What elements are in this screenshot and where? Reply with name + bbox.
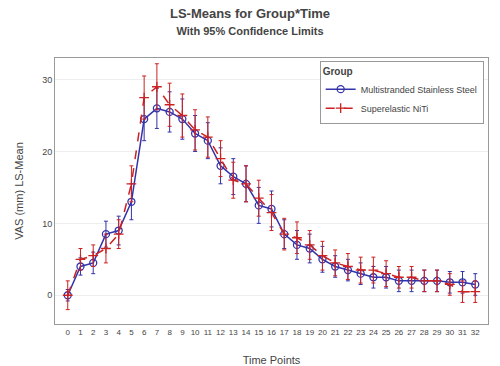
svg-text:30: 30	[445, 328, 454, 337]
svg-text:20: 20	[318, 328, 327, 337]
svg-text:17: 17	[280, 328, 289, 337]
svg-text:VAS (mm) LS-Mean: VAS (mm) LS-Mean	[13, 142, 25, 240]
svg-text:4: 4	[116, 328, 121, 337]
svg-text:5: 5	[129, 328, 134, 337]
svg-text:10: 10	[42, 219, 52, 229]
svg-text:13: 13	[229, 328, 238, 337]
svg-text:7: 7	[155, 328, 160, 337]
svg-text:22: 22	[343, 328, 352, 337]
svg-text:25: 25	[382, 328, 391, 337]
svg-text:Time Points: Time Points	[243, 354, 301, 366]
svg-text:12: 12	[216, 328, 225, 337]
svg-text:0: 0	[47, 290, 52, 300]
svg-text:2: 2	[91, 328, 96, 337]
svg-text:Superelastic NiTi: Superelastic NiTi	[361, 104, 429, 114]
svg-text:29: 29	[433, 328, 442, 337]
svg-text:14: 14	[242, 328, 251, 337]
svg-text:21: 21	[331, 328, 340, 337]
svg-text:23: 23	[356, 328, 365, 337]
svg-text:Multistranded Stainless Steel: Multistranded Stainless Steel	[361, 85, 477, 95]
svg-text:1: 1	[78, 328, 83, 337]
svg-text:24: 24	[369, 328, 378, 337]
svg-text:27: 27	[407, 328, 416, 337]
svg-text:6: 6	[142, 328, 147, 337]
svg-text:18: 18	[293, 328, 302, 337]
svg-text:16: 16	[267, 328, 276, 337]
svg-text:32: 32	[471, 328, 480, 337]
svg-text:31: 31	[458, 328, 467, 337]
svg-text:19: 19	[305, 328, 314, 337]
svg-text:28: 28	[420, 328, 429, 337]
svg-text:0: 0	[66, 328, 71, 337]
svg-text:3: 3	[104, 328, 109, 337]
svg-text:Group: Group	[323, 66, 353, 77]
svg-text:15: 15	[254, 328, 263, 337]
svg-text:8: 8	[167, 328, 172, 337]
svg-text:20: 20	[42, 147, 52, 157]
svg-text:11: 11	[204, 328, 213, 337]
svg-text:10: 10	[191, 328, 200, 337]
svg-text:LS-Means for Group*TimeWith 95: LS-Means for Group*TimeWith 95% Confiden…	[170, 6, 330, 37]
svg-text:30: 30	[42, 75, 52, 85]
svg-text:26: 26	[394, 328, 403, 337]
svg-text:9: 9	[180, 328, 185, 337]
